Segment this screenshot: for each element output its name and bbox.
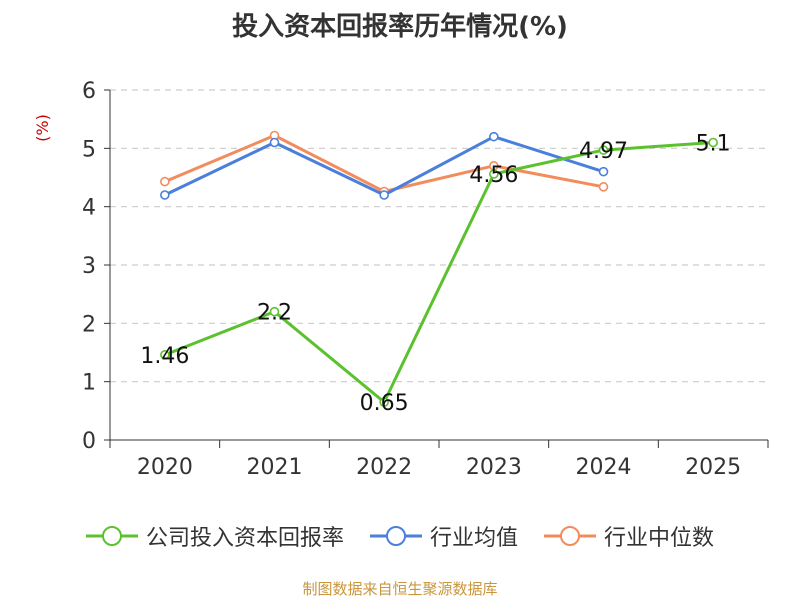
data-point xyxy=(598,182,609,192)
legend-marker xyxy=(101,526,122,546)
y-tick-label: 1 xyxy=(82,371,96,396)
data-label: 1.46 xyxy=(140,344,189,369)
data-point xyxy=(489,169,499,179)
legend-label: 行业均值 xyxy=(429,526,518,551)
legend-label: 公司投入资本回报率 xyxy=(145,526,344,551)
data-label: 4.56 xyxy=(469,163,518,188)
data-point xyxy=(269,306,280,317)
data-label: 4.97 xyxy=(579,139,628,164)
y-tick-label: 6 xyxy=(82,79,96,104)
legend-item[interactable]: 行业均值 xyxy=(369,520,518,552)
legend-marker xyxy=(560,526,580,546)
legend-marker xyxy=(385,526,406,546)
data-point xyxy=(160,350,170,360)
legend-line-icon xyxy=(85,526,138,546)
data-point xyxy=(379,190,389,200)
x-tick-label: 2020 xyxy=(137,455,193,480)
y-tick-label: 3 xyxy=(82,254,96,279)
y-tick-label: 2 xyxy=(82,312,96,337)
x-tick-label: 2023 xyxy=(466,455,522,480)
y-axis-label: (%) xyxy=(33,114,52,142)
legend-line-icon xyxy=(369,526,422,546)
data-point xyxy=(379,397,389,407)
data-label: 0.65 xyxy=(360,391,409,416)
data-point xyxy=(269,137,280,148)
legend: 公司投入资本回报率 行业均值 行业中位数 xyxy=(0,520,800,552)
x-tick-label: 2021 xyxy=(247,455,303,480)
legend-line-icon xyxy=(544,526,596,546)
data-point xyxy=(489,131,499,142)
legend-item[interactable]: 行业中位数 xyxy=(544,520,714,552)
legend-label: 行业中位数 xyxy=(604,526,715,551)
x-tick-label: 2022 xyxy=(356,455,412,480)
legend-item[interactable]: 公司投入资本回报率 xyxy=(85,520,344,552)
chart-title: 投入资本回报率历年情况(%) xyxy=(232,12,568,42)
y-tick-label: 0 xyxy=(82,429,96,454)
data-point xyxy=(160,176,170,187)
data-label: 2.2 xyxy=(257,301,292,326)
y-tick-label: 4 xyxy=(82,196,96,221)
data-label: 5.1 xyxy=(696,132,731,157)
data-point xyxy=(598,166,609,177)
series-line xyxy=(164,141,714,404)
y-tick-label: 5 xyxy=(82,137,96,162)
x-tick-label: 2024 xyxy=(576,455,632,480)
data-point xyxy=(598,145,609,155)
x-tick-label: 2025 xyxy=(685,455,741,480)
source-note: 制图数据来自恒生聚源数据库 xyxy=(302,580,498,598)
data-point xyxy=(160,190,170,200)
data-point xyxy=(708,137,718,148)
